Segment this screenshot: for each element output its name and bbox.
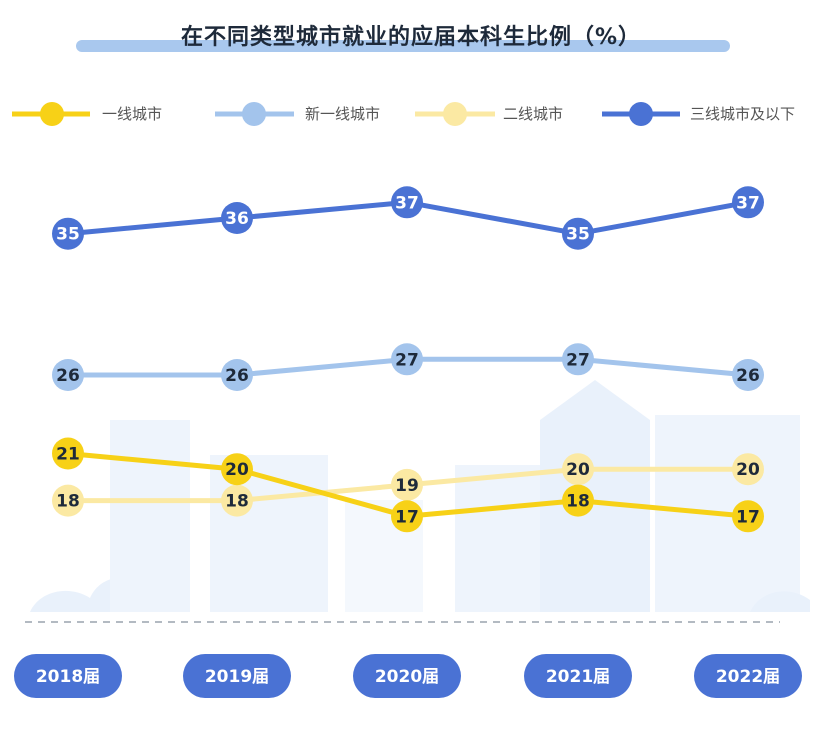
data-label: 37 — [395, 193, 419, 213]
data-label: 19 — [395, 476, 419, 496]
data-point — [221, 202, 253, 234]
legend-label: 新一线城市 — [305, 105, 380, 123]
legend-item: 一线城市 — [12, 102, 162, 126]
x-tick-label: 2021届 — [546, 667, 610, 687]
data-point — [732, 186, 764, 219]
data-point — [562, 484, 594, 517]
series-4: 35 36 37 35 37 — [52, 186, 764, 250]
data-label: 26 — [736, 366, 760, 386]
title-underline-bar — [76, 40, 730, 52]
data-label: 27 — [395, 350, 419, 370]
x-tick: 2018届 — [14, 654, 122, 698]
legend-item: 三线城市及以下 — [602, 102, 795, 126]
data-point — [221, 453, 253, 486]
legend-swatch-dot — [40, 102, 64, 126]
data-label: 18 — [566, 492, 590, 512]
x-tick: 2021届 — [524, 654, 632, 698]
data-label: 20 — [736, 460, 760, 480]
legend-swatch-dot — [443, 102, 467, 126]
legend-item: 二线城市 — [415, 102, 563, 126]
x-tick-pill — [183, 654, 291, 698]
data-point — [562, 217, 594, 250]
data-label: 35 — [56, 225, 80, 245]
x-tick: 2019届 — [183, 654, 291, 698]
data-point — [732, 500, 764, 533]
data-label: 36 — [225, 209, 249, 229]
data-point — [52, 484, 84, 517]
data-point — [52, 217, 84, 250]
data-label: 35 — [566, 225, 590, 245]
data-label: 18 — [225, 492, 249, 512]
data-point — [732, 359, 764, 391]
series-2: 26 26 27 27 26 — [52, 343, 764, 391]
data-label: 20 — [566, 460, 590, 480]
data-point — [732, 453, 764, 486]
x-tick-label: 2022届 — [716, 667, 780, 687]
series-3: 18 18 19 20 20 — [52, 453, 764, 517]
data-point — [221, 359, 253, 391]
legend-item: 新一线城市 — [215, 102, 380, 126]
data-label: 26 — [225, 366, 249, 386]
x-tick-label: 2019届 — [205, 667, 269, 687]
data-label: 37 — [736, 193, 760, 213]
data-point — [391, 468, 423, 501]
data-point — [391, 186, 423, 219]
x-tick: 2022届 — [694, 654, 802, 698]
data-label: 17 — [395, 507, 419, 527]
chart-title: 在不同类型城市就业的应届本科生比例（%） — [181, 24, 641, 50]
data-label: 18 — [56, 492, 80, 512]
legend-swatch-dot — [242, 102, 266, 126]
data-label: 17 — [736, 507, 760, 527]
legend-label: 一线城市 — [102, 105, 162, 123]
data-label: 27 — [566, 350, 590, 370]
x-tick-pill — [14, 654, 122, 698]
x-tick-label: 2020届 — [375, 667, 439, 687]
data-point — [562, 453, 594, 486]
data-label: 21 — [56, 445, 80, 465]
legend-label: 二线城市 — [503, 105, 563, 123]
x-tick-label: 2018届 — [36, 667, 100, 687]
data-label: 20 — [225, 460, 249, 480]
x-axis: 2018届 2019届 2020届 2021届 2022届 — [14, 654, 802, 698]
data-point — [391, 343, 423, 376]
x-tick-pill — [694, 654, 802, 698]
city-skyline-background — [30, 380, 810, 612]
legend: 一线城市 新一线城市 二线城市 三线城市及以下 — [12, 102, 795, 126]
data-point — [391, 500, 423, 533]
x-tick: 2020届 — [353, 654, 461, 698]
data-point — [52, 359, 84, 391]
series-1: 21 20 17 18 17 — [52, 437, 764, 533]
series-layer: 18 18 19 20 20 21 20 17 18 17 26 26 27 27 26 35 36 37 35 37 — [52, 186, 764, 533]
legend-swatch-dot — [629, 102, 653, 126]
data-point — [52, 437, 84, 470]
data-label: 26 — [56, 366, 80, 386]
data-point — [562, 343, 594, 376]
x-tick-pill — [524, 654, 632, 698]
legend-label: 三线城市及以下 — [690, 105, 795, 123]
data-point — [221, 484, 253, 517]
x-tick-pill — [353, 654, 461, 698]
